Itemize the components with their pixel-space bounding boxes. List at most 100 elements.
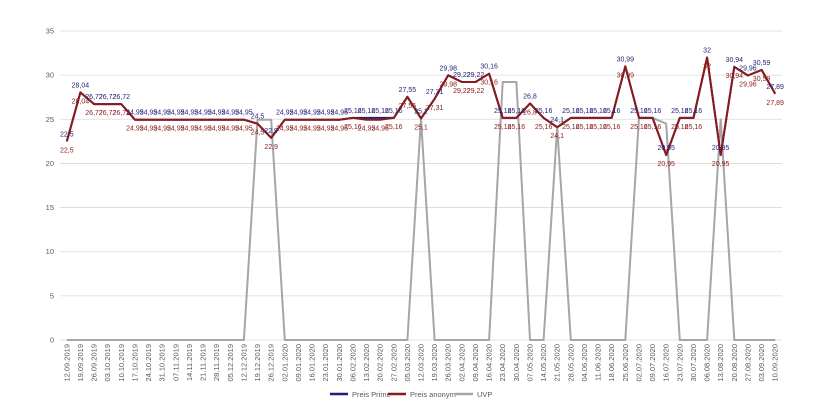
legend-label: Preis Prime	[352, 390, 391, 399]
x-tick-label: 17.10.2019	[130, 344, 139, 382]
data-label-anonym: 28,04	[72, 98, 90, 105]
data-label-prime: 25,16	[630, 108, 648, 115]
x-tick-label: 19.12.2019	[253, 344, 262, 382]
data-label-prime: 24,95	[222, 110, 240, 117]
data-label-anonym: 24,95	[126, 126, 144, 133]
data-label-anonym: 25,16	[644, 124, 662, 131]
y-tick-label: 35	[46, 27, 54, 36]
data-label-prime: 25,16	[603, 108, 621, 115]
data-label-prime: 25,16	[494, 108, 512, 115]
legend-label: UVP	[477, 390, 492, 399]
data-label-anonym: 24,95	[290, 126, 308, 133]
data-label-prime: 22,5	[60, 131, 74, 138]
data-label-prime: 27,89	[766, 84, 784, 91]
data-label-anonym: 24,95	[303, 126, 321, 133]
data-label-prime: 24,95	[140, 110, 158, 117]
data-label-prime: 24,95	[303, 110, 321, 117]
data-label-anonym: 26,72	[85, 110, 103, 117]
data-label-anonym: 24,95	[330, 126, 348, 133]
data-label-anonym: 24,95	[167, 126, 185, 133]
data-label-anonym: 20,95	[657, 161, 675, 168]
data-label-prime: 24,95	[330, 110, 348, 117]
data-label-anonym: 25,16	[630, 124, 648, 131]
data-label-anonym: 24,95	[208, 126, 226, 133]
data-label-prime: 29,96	[739, 65, 757, 72]
x-tick-label: 10.10.2019	[117, 344, 126, 382]
data-label-prime: 25,16	[671, 108, 689, 115]
x-tick-label: 23.07.2020	[675, 344, 684, 382]
data-label-anonym: 24,1	[550, 133, 564, 140]
data-label-anonym: 24,5	[251, 130, 265, 137]
data-label-anonym: 24,95	[371, 126, 389, 133]
data-label-prime: 24,95	[235, 110, 253, 117]
data-label-prime: 24,5	[251, 114, 265, 121]
x-tick-label: 09.01.2020	[294, 344, 303, 382]
data-label-anonym: 30,94	[726, 73, 744, 80]
data-label-prime: 30,16	[480, 64, 498, 71]
data-label-anonym: 25,16	[685, 124, 703, 131]
data-label-prime: 32	[703, 47, 711, 54]
data-label-prime: 26,8	[523, 93, 537, 100]
data-label-prime: 29,22	[467, 72, 485, 79]
data-label-prime: 25,16	[685, 108, 703, 115]
data-label-prime: 30,99	[617, 56, 635, 63]
data-label-anonym: 27,89	[766, 100, 784, 107]
x-tick-label: 18.06.2020	[607, 344, 616, 382]
data-label-prime: 26,72	[85, 94, 103, 101]
data-label-prime: 25,16	[358, 108, 376, 115]
data-label-prime: 29,22	[453, 72, 471, 79]
data-label-prime: 25,16	[385, 108, 403, 115]
data-label-anonym: 25,16	[508, 124, 526, 131]
y-tick-label: 25	[46, 115, 54, 124]
series-preis-prime-line	[65, 56, 777, 156]
y-tick-label: 15	[46, 203, 54, 212]
y-tick-label: 10	[46, 247, 54, 256]
legend-label: Preis anonym	[410, 390, 456, 399]
y-tick-label: 0	[50, 336, 54, 345]
data-label-prime: 25,16	[644, 108, 662, 115]
y-tick-label: 30	[46, 71, 54, 80]
x-tick-label: 20.02.2020	[376, 344, 385, 382]
data-label-anonym: 24,95	[317, 126, 335, 133]
data-label-anonym: 24,95	[358, 126, 376, 133]
data-label-prime: 24,95	[290, 110, 308, 117]
data-label-prime: 29,98	[439, 65, 457, 72]
x-tick-label: 07.05.2020	[525, 344, 534, 382]
x-tick-label: 07.11.2019	[171, 344, 180, 381]
data-label-prime: 26,72	[99, 94, 117, 101]
data-label-prime: 24,95	[181, 110, 199, 117]
x-tick-label: 12.03.2020	[417, 344, 426, 382]
x-tick-label: 02.04.2020	[457, 344, 466, 382]
x-tick-label: 12.09.2019	[62, 344, 71, 382]
data-label-anonym: 25,16	[576, 124, 594, 131]
data-label-prime: 20,95	[657, 145, 675, 152]
data-label-anonym: 24,95	[181, 126, 199, 133]
data-label-prime: 25,1	[414, 108, 428, 115]
data-label-prime: 24,1	[550, 117, 564, 124]
data-label-anonym: 32	[703, 63, 711, 70]
x-tick-label: 09.07.2020	[648, 344, 657, 382]
data-label-prime: 30,94	[726, 57, 744, 64]
data-label-prime: 24,95	[153, 110, 171, 117]
data-label-anonym: 29,96	[739, 81, 757, 88]
x-tick-label: 05.12.2019	[226, 344, 235, 382]
x-tick-label: 24.10.2019	[144, 344, 153, 382]
data-label-prime: 22,9	[264, 128, 278, 135]
x-tick-label: 30.07.2020	[689, 344, 698, 382]
x-tick-label: 03.09.2020	[757, 344, 766, 382]
data-label-anonym: 30,99	[617, 72, 635, 79]
y-tick-label: 5	[50, 291, 54, 300]
x-tick-label: 21.11.2019	[199, 344, 208, 381]
data-label-prime: 24,95	[317, 110, 335, 117]
x-tick-label: 09.04.2020	[471, 344, 480, 382]
data-label-anonym: 24,95	[276, 126, 294, 133]
data-label-anonym: 29,98	[439, 81, 457, 88]
data-label-anonym: 20,95	[712, 161, 730, 168]
data-label-prime: 25,16	[576, 108, 594, 115]
x-tick-label: 13.08.2020	[716, 344, 725, 382]
data-label-anonym: 24,95	[153, 126, 171, 133]
x-tick-label: 21.05.2020	[553, 344, 562, 382]
x-tick-label: 14.11.2019	[185, 344, 194, 381]
data-label-anonym: 24,95	[235, 126, 253, 133]
data-label-prime: 25,16	[562, 108, 580, 115]
